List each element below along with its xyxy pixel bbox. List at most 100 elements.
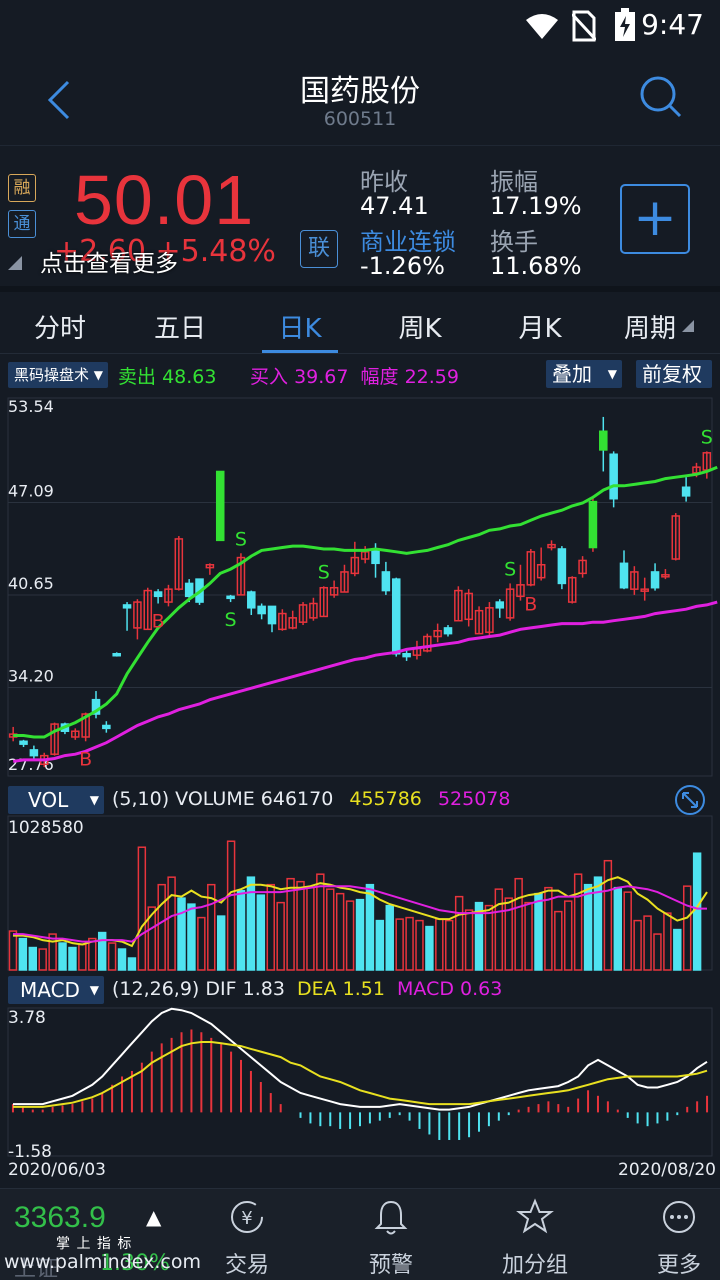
- volume-bar: [514, 877, 523, 971]
- sell-line: [13, 465, 718, 739]
- volume-bar: [197, 916, 206, 971]
- add-watchlist-button[interactable]: +: [620, 184, 690, 254]
- volume-bar: [415, 919, 424, 971]
- candle-body: [340, 571, 349, 593]
- candle-body: [319, 586, 329, 618]
- volume-bar: [653, 933, 662, 971]
- volume-bar: [375, 919, 385, 971]
- clock: 9:47: [641, 8, 704, 41]
- amplitude-label: 振幅: [490, 168, 538, 196]
- tab-weekly-k[interactable]: 周K: [398, 314, 442, 344]
- macd-dropdown[interactable]: MACD ▼: [8, 976, 104, 1004]
- candles: [8, 416, 712, 768]
- volume-bar: [187, 903, 196, 971]
- sell-legend: 卖出 48.63: [118, 362, 216, 389]
- sector-link[interactable]: 商业连锁: [360, 228, 456, 256]
- tab-period[interactable]: 周期: [623, 314, 676, 344]
- dropdown-arrow-icon: ▼: [89, 793, 99, 807]
- index-change: 1.30%: [100, 1251, 170, 1276]
- candle-body: [267, 605, 277, 625]
- volume-bar: [58, 942, 67, 971]
- volume-bar: [494, 888, 504, 971]
- volume-bar: [68, 946, 77, 971]
- volume-bar: [345, 900, 355, 971]
- volume-max-label: 1028580: [8, 818, 84, 838]
- linked-button[interactable]: 联: [300, 230, 338, 268]
- candle-body: [402, 652, 411, 658]
- buy-signal: B: [79, 748, 92, 770]
- candle-body: [143, 589, 153, 631]
- period-tabs: 分时 五日 日K 周K 月K 周期: [0, 298, 720, 354]
- volume-bar: [474, 901, 484, 971]
- volume-bar: [454, 895, 464, 971]
- nav-alert[interactable]: 预警: [336, 1197, 446, 1279]
- nav-add-group[interactable]: 加分组: [480, 1197, 590, 1279]
- range-value: 22.59: [404, 366, 459, 388]
- tab-daily-k[interactable]: 日K: [278, 314, 322, 344]
- no-sim-icon: [572, 10, 596, 42]
- candle-body: [599, 430, 608, 451]
- watermark-url: www.palmindex.com: [4, 1251, 202, 1273]
- candle-body: [29, 749, 39, 757]
- volume-bar: [127, 957, 137, 971]
- quote-panel: 融 通 50.01 +2.60 +5.48% 点击查看更多 联 昨收 47.41…: [0, 146, 720, 292]
- svg-text:¥: ¥: [241, 1208, 252, 1229]
- buy-signal: B: [152, 611, 165, 633]
- dropdown-arrow-icon: ▼: [89, 983, 99, 997]
- sell-signal: S: [504, 558, 516, 580]
- volume-bar: [395, 918, 404, 971]
- volume-bar: [207, 883, 216, 971]
- volume-ma10-line: [13, 885, 707, 943]
- macd-params: (12,26,9) DIF: [112, 978, 237, 1000]
- dropdown-arrow-icon: ▼: [93, 368, 103, 382]
- period-corner-icon: [682, 320, 694, 332]
- dif-value: 1.83: [242, 978, 285, 1000]
- star-icon: [516, 1198, 554, 1234]
- volume-bar: [286, 877, 295, 971]
- volume-bar: [8, 930, 18, 971]
- volume-bar: [544, 886, 553, 971]
- tab-monthly-k[interactable]: 月K: [518, 314, 562, 344]
- fullscreen-icon[interactable]: [674, 784, 706, 816]
- candle-body: [391, 578, 401, 655]
- sell-signal: S: [318, 561, 330, 583]
- nav-more[interactable]: 更多: [624, 1197, 720, 1279]
- candle-body: [505, 588, 515, 619]
- volume-bar: [246, 876, 256, 971]
- volume-bar: [573, 873, 583, 971]
- buy-legend: 买入 39.67 幅度 22.59: [250, 362, 459, 389]
- active-tab-indicator: [262, 350, 338, 353]
- volume-bar: [147, 906, 156, 971]
- volume-bar: [157, 883, 166, 971]
- candle-body: [309, 602, 318, 619]
- candle-body: [288, 617, 297, 629]
- volume-bar: [18, 937, 28, 971]
- volume-bar: [117, 948, 127, 971]
- volume-dropdown[interactable]: VOL ▼: [8, 786, 104, 814]
- volume-bar: [28, 946, 38, 971]
- tab-five-day[interactable]: 五日: [153, 314, 206, 344]
- volume-bar: [593, 876, 603, 971]
- chart-grid: [7, 397, 713, 777]
- overlay-button[interactable]: 叠加 ▼: [546, 360, 622, 388]
- adjust-button[interactable]: 前复权: [636, 360, 712, 388]
- volume-bar: [296, 880, 305, 971]
- buy-label: 买入: [250, 366, 289, 388]
- indicator-dropdown[interactable]: 黑码操盘术 ▼: [8, 362, 108, 388]
- stock-connect-badge: 通: [8, 210, 36, 238]
- nav-trade[interactable]: ¥ 交易: [192, 1197, 302, 1279]
- volume-bar: [564, 900, 573, 971]
- back-arrow-icon[interactable]: [44, 78, 74, 122]
- turnover-label: 换手: [490, 228, 538, 256]
- index-value[interactable]: 3363.9: [14, 1201, 106, 1234]
- candle-body: [102, 724, 111, 730]
- volume-bar: [464, 909, 474, 971]
- volume-bar: [88, 937, 97, 971]
- candle-body: [495, 601, 505, 609]
- bell-icon: [374, 1200, 408, 1235]
- volume-bar: [643, 915, 652, 971]
- view-more-tip[interactable]: 点击查看更多: [40, 251, 178, 277]
- tab-intraday[interactable]: 分时: [33, 314, 86, 344]
- search-icon[interactable]: [638, 74, 684, 120]
